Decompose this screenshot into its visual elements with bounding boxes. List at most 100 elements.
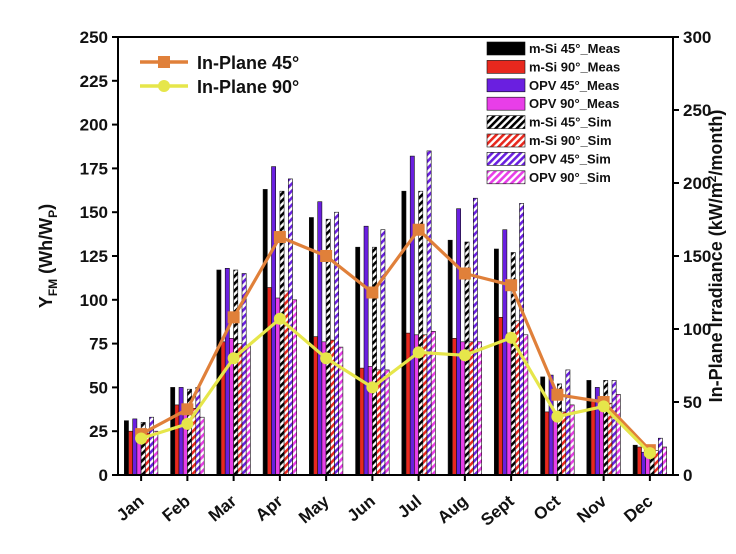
bar — [603, 380, 609, 476]
bar — [544, 411, 550, 476]
bar — [199, 416, 205, 476]
bar — [220, 341, 226, 476]
y-left-tick-label: 225 — [80, 72, 108, 91]
bar — [456, 208, 461, 476]
y-right-axis-label: In-Plane Irradiance (kW/m2/month) — [705, 110, 726, 403]
bar — [569, 404, 575, 476]
bar — [519, 203, 524, 476]
point-marker — [227, 352, 240, 365]
point-marker — [181, 417, 194, 430]
y-right-tick-label: 100 — [683, 320, 711, 339]
bar — [632, 444, 638, 476]
bar — [132, 418, 138, 476]
bar — [451, 337, 457, 476]
x-tick-label: May — [295, 491, 333, 527]
bar — [334, 211, 339, 476]
bar — [477, 341, 482, 476]
point-marker — [366, 286, 379, 299]
bar — [266, 287, 272, 476]
bar — [170, 387, 176, 476]
legend-label: In-Plane 45° — [197, 53, 299, 73]
legend-swatch — [486, 41, 526, 56]
bar — [657, 437, 663, 476]
point-marker — [505, 331, 518, 344]
bar — [636, 446, 642, 476]
x-tick-label: Nov — [573, 491, 610, 527]
bar — [372, 246, 377, 476]
point-marker — [273, 312, 286, 325]
legend-label: m-Si 90°_Sim — [529, 133, 612, 148]
legend-swatch — [486, 152, 526, 166]
bar — [153, 430, 159, 476]
y-right-tick-label: 50 — [683, 393, 702, 412]
y-left-tick-label: 25 — [89, 422, 108, 441]
y-left-tick-label: 100 — [80, 291, 108, 310]
bar — [615, 394, 621, 476]
bar — [384, 369, 390, 476]
x-tick-label: Aug — [434, 492, 472, 528]
y-right-tick-label: 150 — [683, 247, 711, 266]
y-left-tick-label: 250 — [80, 28, 108, 47]
point-marker — [643, 447, 656, 460]
bar — [506, 332, 512, 476]
y-left-tick-label: 175 — [80, 159, 108, 178]
series-line — [140, 228, 652, 452]
point-marker — [412, 223, 425, 236]
bar — [124, 420, 129, 476]
legend-label: m-Si 45°_Sim — [529, 115, 612, 130]
bar — [380, 229, 386, 476]
bar — [405, 332, 411, 476]
y-left-tick-label: 200 — [80, 116, 108, 135]
legend-swatch — [486, 78, 526, 93]
bar — [292, 299, 297, 476]
point-marker — [458, 267, 471, 280]
y-left-tick-label: 125 — [80, 247, 108, 266]
y-right-tick-label: 250 — [683, 101, 711, 120]
y-left-tick-label: 75 — [89, 335, 108, 354]
bar — [149, 416, 154, 476]
bars-layer — [124, 150, 667, 476]
x-tick-label: Oct — [530, 491, 564, 524]
y-left-tick-label: 150 — [80, 203, 108, 222]
series-line — [140, 317, 652, 455]
lines-layer — [135, 223, 656, 460]
legend-label: OPV 45°_Meas — [529, 78, 619, 93]
point-marker — [551, 388, 564, 401]
point-marker — [320, 250, 333, 262]
x-tick-label: Jan — [113, 492, 148, 525]
legend-swatch — [486, 133, 526, 148]
y-left-axis-label: YFM (Wh/WP) — [36, 204, 60, 308]
bar — [233, 269, 239, 476]
bar — [590, 401, 596, 476]
point-marker — [505, 279, 518, 292]
bar — [245, 345, 251, 476]
point-marker — [273, 231, 286, 244]
point-marker — [412, 346, 425, 359]
legend-swatch — [486, 115, 526, 129]
point-marker — [597, 400, 610, 413]
legend-label: OPV 90°_Sim — [529, 170, 611, 185]
bar — [426, 150, 432, 476]
bar — [178, 387, 184, 476]
bar — [128, 430, 133, 476]
point-marker — [320, 352, 333, 365]
point-marker — [458, 349, 471, 362]
legend-swatch — [486, 96, 526, 111]
bar — [460, 341, 466, 476]
legend-swatch — [486, 170, 526, 185]
bar — [313, 336, 318, 476]
y-right-tick-label: 300 — [683, 28, 711, 47]
bar — [182, 404, 188, 476]
legend-label: OPV 90°_Meas — [529, 96, 619, 111]
legend-swatch — [486, 60, 526, 74]
y-right-tick-label: 200 — [683, 174, 711, 193]
y-right-tick-label: 0 — [683, 466, 692, 485]
bar — [472, 197, 478, 476]
legend-label: In-Plane 90° — [197, 77, 299, 97]
bar — [662, 446, 667, 476]
legend-marker — [158, 80, 170, 92]
bar — [363, 225, 369, 476]
x-tick-label: Mar — [205, 491, 241, 525]
bar — [359, 367, 365, 476]
